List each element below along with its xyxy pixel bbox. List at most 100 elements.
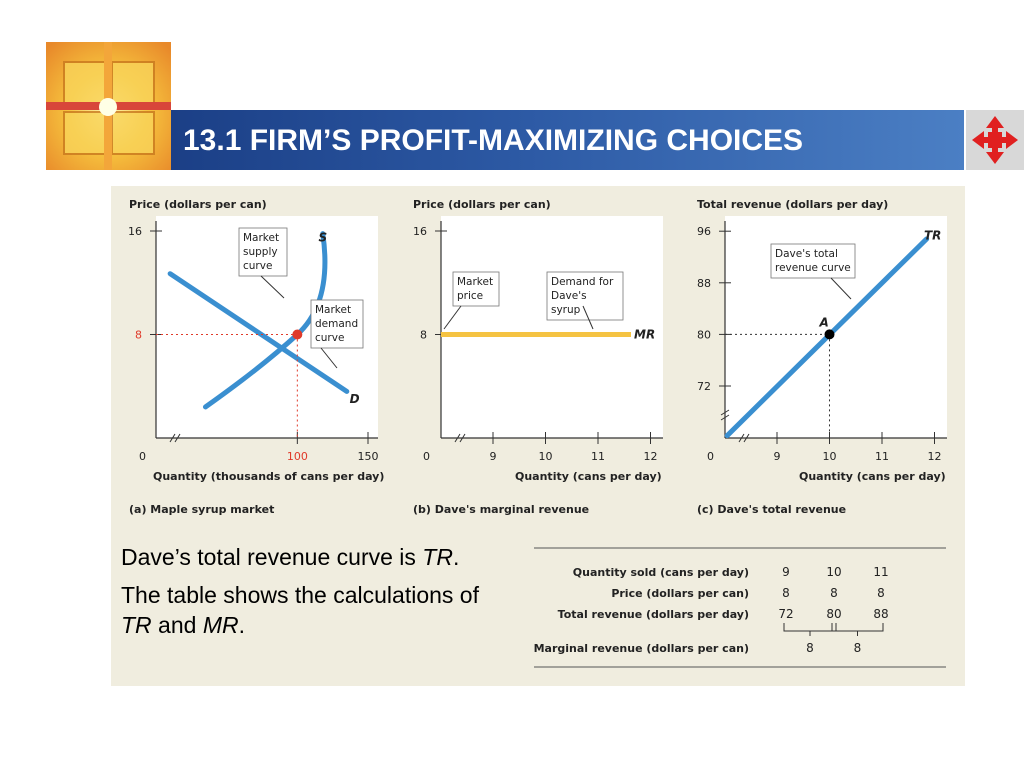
table-cell: 9 <box>782 565 790 579</box>
x-tick-label-c: 0 <box>707 450 714 463</box>
table-bracket <box>783 623 837 636</box>
x-tick-label-c: 11 <box>875 450 889 463</box>
charts-svg: Price (dollars per can) Quantity (thousan… <box>128 198 947 516</box>
table-cell: 10 <box>826 565 841 579</box>
callout-demand-line: demand <box>315 318 358 330</box>
x-tick-label-a: 150 <box>358 450 379 463</box>
callout-supply-line: Market <box>243 232 279 244</box>
supply-label: S <box>319 230 328 244</box>
y-tick-label-b: 8 <box>420 329 427 342</box>
revenue-table: Quantity sold (cans per day) 9 10 11 Price (… <box>534 547 946 668</box>
note-2-italic-mr: MR <box>202 612 239 638</box>
callout-market-price-line: Market <box>457 276 493 288</box>
note-1-italic: TR <box>422 544 453 570</box>
table-bracket <box>831 623 884 636</box>
y-tick-label-a: 16 <box>128 225 142 238</box>
callout-demand-box <box>310 299 364 349</box>
callout-supply-box <box>238 227 288 277</box>
axis-break-b <box>454 433 466 443</box>
point-a <box>824 329 835 340</box>
table-row-label: Price (dollars per can) <box>611 587 749 600</box>
axis-break-c-y <box>720 409 730 421</box>
table-cell: 80 <box>826 607 841 621</box>
demand-curve <box>167 271 350 394</box>
callout-tr-box <box>770 243 856 279</box>
note-2: The table shows the calculations of TR a… <box>121 580 511 640</box>
callout-supply-line: curve <box>243 260 272 272</box>
caption-c: (c) Dave's total revenue <box>697 503 846 516</box>
table-row-label: Marginal revenue (dollars per can) <box>534 642 749 655</box>
x-axis-label-a: Quantity (thousands of cans per day) <box>153 470 384 483</box>
table-cell: 72 <box>778 607 793 621</box>
callout-supply-line: supply <box>243 246 278 258</box>
note-1-end: . <box>452 544 460 570</box>
x-tick-label-b: 11 <box>591 450 605 463</box>
table-cell: 8 <box>877 586 885 600</box>
y-tick-label-c: 96 <box>697 225 711 238</box>
callout-tr-leader <box>830 277 852 300</box>
y-tick-label-c: 80 <box>697 328 711 341</box>
callout-demand-dave-line: Dave's <box>551 290 587 302</box>
note-2-mid: and <box>151 612 203 638</box>
x-tick-label-b: 9 <box>490 450 497 463</box>
callout-demand-dave-line: Demand for <box>551 276 614 288</box>
caption-b: (b) Dave's marginal revenue <box>413 503 589 516</box>
axis-break-c-x <box>738 433 750 443</box>
callout-market-price-box <box>452 271 500 307</box>
callout-supply-leader <box>260 275 285 299</box>
callout-tr-line: revenue curve <box>775 262 851 274</box>
x-tick-label-b: 0 <box>423 450 430 463</box>
y-axis-label-a: Price (dollars per can) <box>129 198 267 211</box>
table-cell: 8 <box>806 641 814 655</box>
y-tick-label-b: 16 <box>413 225 427 238</box>
callout-demand-dave-box <box>546 271 624 321</box>
x-tick-label-c: 12 <box>928 450 942 463</box>
table-cell: 8 <box>854 641 862 655</box>
notes: Dave’s total revenue curve is TR. The ta… <box>121 542 511 648</box>
x-axis-label-c: Quantity (cans per day) <box>799 470 946 483</box>
table-cell: 88 <box>873 607 888 621</box>
tr-label: TR <box>924 229 941 243</box>
y-axis-label-c: Total revenue (dollars per day) <box>697 198 888 211</box>
axis-break-a <box>169 433 181 443</box>
table-row-label: Total revenue (dollars per day) <box>558 608 749 621</box>
note-1-text: Dave’s total revenue curve is <box>121 544 423 570</box>
table-row-label: Quantity sold (cans per day) <box>573 566 749 579</box>
x-tick-label-b: 12 <box>644 450 658 463</box>
callout-market-price-line: price <box>457 290 483 302</box>
callout-demand-line: Market <box>315 304 351 316</box>
slide-title: 13.1 FIRM’S PROFIT-MAXIMIZING CHOICES <box>183 124 804 157</box>
x-tick-label-a: 0 <box>139 450 146 463</box>
note-1: Dave’s total revenue curve is TR. <box>121 542 511 572</box>
table-cell: 11 <box>873 565 888 579</box>
y-axis-label-b: Price (dollars per can) <box>413 198 551 211</box>
callout-demand-dave-leader <box>582 305 594 330</box>
x-tick-label-a: 100 <box>287 450 308 463</box>
table-cell: 8 <box>782 586 790 600</box>
x-tick-label-b: 10 <box>539 450 553 463</box>
point-a-label: A <box>819 315 829 329</box>
note-2-italic-tr: TR <box>121 612 152 638</box>
y-tick-label-c: 88 <box>697 277 711 290</box>
callout-market-price-leader <box>443 305 462 330</box>
x-tick-label-c: 9 <box>774 450 781 463</box>
callout-tr-line: Dave's total <box>775 248 838 260</box>
y-tick-label-c: 72 <box>697 380 711 393</box>
x-tick-label-c: 10 <box>823 450 837 463</box>
callout-demand-line: curve <box>315 332 344 344</box>
note-2-text: The table shows the calculations of <box>121 582 479 608</box>
figure-panel: Price (dollars per can) Quantity (thousan… <box>111 186 965 686</box>
equilibrium-point <box>292 329 303 340</box>
logo-graphic <box>46 42 171 170</box>
title-bar: 13.1 FIRM’S PROFIT-MAXIMIZING CHOICES <box>171 110 964 170</box>
table-cell: 8 <box>830 586 838 600</box>
mr-label: MR <box>634 328 655 342</box>
x-axis-label-b: Quantity (cans per day) <box>515 470 662 483</box>
caption-a: (a) Maple syrup market <box>129 503 274 516</box>
navigation-arrows-icon[interactable] <box>966 110 1024 170</box>
y-tick-label-a: 8 <box>135 329 142 342</box>
callout-demand-dave-line: syrup <box>551 304 581 316</box>
callout-demand-leader <box>320 347 338 369</box>
note-2-end: . <box>238 612 245 638</box>
demand-label: D <box>350 392 360 406</box>
